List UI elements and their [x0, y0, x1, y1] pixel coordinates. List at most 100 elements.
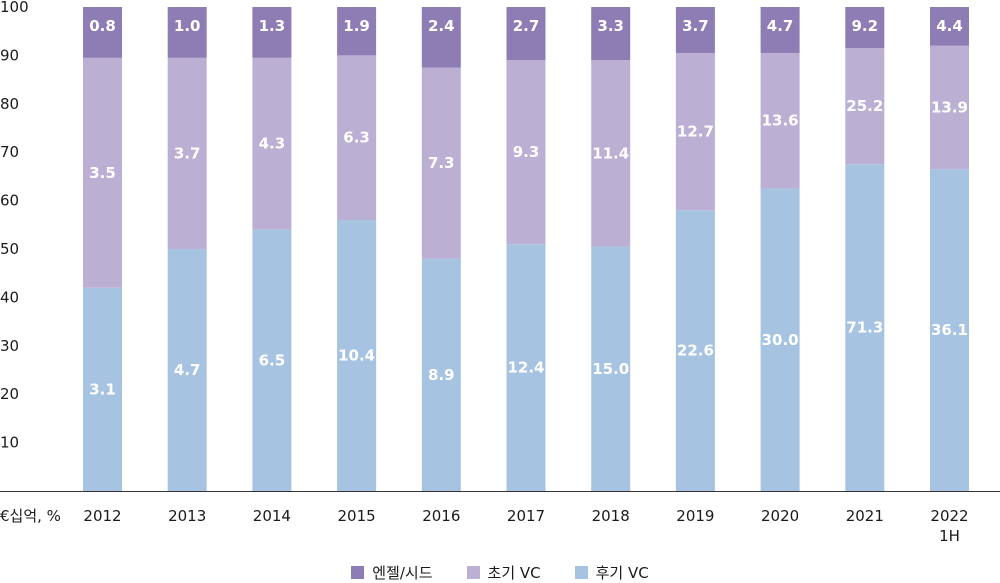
- bar-segment: [591, 246, 631, 491]
- bar-segment: [675, 52, 715, 211]
- bar-segment: [591, 60, 631, 247]
- y-tick-label: 60: [0, 192, 19, 210]
- data-label: 15.0: [592, 360, 629, 378]
- legend-label: 초기 VC: [487, 563, 541, 582]
- y-tick-label: 50: [0, 240, 19, 258]
- data-label: 6.5: [259, 351, 286, 369]
- data-label: 10.4: [338, 346, 375, 364]
- legend-label: 후기 VC: [595, 563, 649, 582]
- data-label: 3.7: [682, 17, 709, 35]
- bar-segment: [591, 7, 631, 61]
- data-label: 4.7: [174, 361, 201, 379]
- bar-segment: [675, 7, 715, 53]
- data-label: 4.4: [936, 17, 963, 35]
- y-tick-label: 80: [0, 95, 19, 113]
- data-label: 4.3: [259, 135, 286, 153]
- bar-segment: [83, 287, 122, 491]
- y-tick-label: 20: [0, 385, 19, 403]
- data-label: 25.2: [846, 97, 883, 115]
- bar-segment: [760, 7, 800, 53]
- bars: 3.1 3.5 0.8 4.7 3.7 1.0 6.5 4.3 1.3 10.4 6.3 1.9 8.9…: [83, 7, 969, 492]
- bar-segment: [83, 57, 122, 288]
- data-label: 36.1: [931, 321, 968, 339]
- bar-segment: [337, 7, 377, 56]
- data-label: 13.9: [931, 98, 968, 116]
- x-tick-label: 2021: [846, 507, 884, 525]
- legend-swatch: [466, 565, 480, 579]
- x-tick-label: 2019: [676, 507, 714, 525]
- bar-segment: [167, 7, 207, 58]
- data-label: 11.4: [592, 144, 629, 162]
- data-label: 8.9: [428, 366, 455, 384]
- data-label: 2.7: [513, 17, 540, 35]
- data-label: 3.3: [597, 17, 624, 35]
- bar-segment: [421, 258, 461, 491]
- bar-segment: [930, 169, 969, 491]
- bar-segment: [421, 67, 461, 259]
- x-tick-label: 2014: [253, 507, 291, 525]
- bar-segment: [930, 7, 969, 46]
- legend-swatch: [574, 565, 588, 579]
- x-tick-label: 2017: [507, 507, 545, 525]
- x-axis-labels: 2012 2013 2014 2015 2016 2017 2018 2019 2020 2021…: [83, 507, 968, 545]
- legend-item: 후기 VC: [574, 562, 649, 583]
- legend-label: 엔젤/시드: [372, 563, 433, 582]
- y-tick-label: 90: [0, 46, 19, 64]
- data-label: 9.2: [852, 17, 879, 35]
- bar-segment: [760, 188, 800, 491]
- bar-segment: [506, 244, 546, 491]
- data-label: 12.4: [507, 359, 544, 377]
- bar-segment: [83, 7, 122, 58]
- unit-label: €십억, %: [0, 507, 61, 525]
- x-tick-label: 2022 1H: [930, 507, 968, 545]
- legend-item: 엔젤/시드: [351, 562, 433, 583]
- data-label: 3.5: [89, 164, 116, 182]
- bar-segment: [167, 249, 207, 491]
- bar-segment: [252, 57, 292, 230]
- data-label: 30.0: [762, 331, 799, 349]
- data-label: 0.8: [89, 17, 116, 35]
- data-label: 13.6: [762, 112, 799, 130]
- data-label: 12.7: [677, 123, 714, 141]
- bar-segment: [337, 55, 377, 220]
- data-label: 22.6: [677, 342, 714, 360]
- data-label: 3.7: [174, 144, 201, 162]
- data-label: 9.3: [513, 143, 540, 161]
- bar-segment: [252, 229, 292, 491]
- x-tick-label: 2013: [168, 507, 206, 525]
- data-label: 1.9: [343, 17, 370, 35]
- x-tick-label: 2018: [592, 507, 630, 525]
- bar-segment: [506, 7, 546, 61]
- bar-segment: [845, 7, 885, 49]
- bar-segment: [760, 52, 800, 189]
- data-label: 7.3: [428, 154, 455, 172]
- y-tick-label: 70: [0, 143, 19, 161]
- y-tick-label: 100: [0, 0, 29, 16]
- data-label: 71.3: [846, 319, 883, 337]
- data-label: 4.7: [767, 17, 794, 35]
- y-tick-label: 10: [0, 434, 19, 452]
- x-tick-label: 2020: [761, 507, 799, 525]
- bar-segment: [675, 210, 715, 491]
- bar-segment: [167, 57, 207, 249]
- y-axis-ticks: 10 20 30 40 50 60 70 80 90 100: [0, 0, 29, 452]
- x-tick-label: 2015: [338, 507, 376, 525]
- y-tick-label: 40: [0, 288, 19, 306]
- bar-segment: [845, 48, 885, 165]
- bar-segment: [421, 7, 461, 68]
- x-tick-label: 2016: [422, 507, 460, 525]
- x-tick-label: 2012: [83, 507, 121, 525]
- data-label: 3.1: [89, 380, 116, 398]
- data-label: 1.3: [259, 17, 286, 35]
- bar-segment: [337, 219, 377, 491]
- bar-segment: [930, 45, 969, 170]
- y-tick-label: 30: [0, 337, 19, 355]
- data-label: 6.3: [343, 129, 370, 147]
- legend-swatch: [351, 565, 365, 579]
- legend: 엔젤/시드 초기 VC 후기 VC: [0, 562, 1000, 583]
- data-label: 1.0: [174, 17, 201, 35]
- data-label: 2.4: [428, 17, 455, 35]
- bar-segment: [845, 164, 885, 492]
- bar-segment: [252, 7, 292, 58]
